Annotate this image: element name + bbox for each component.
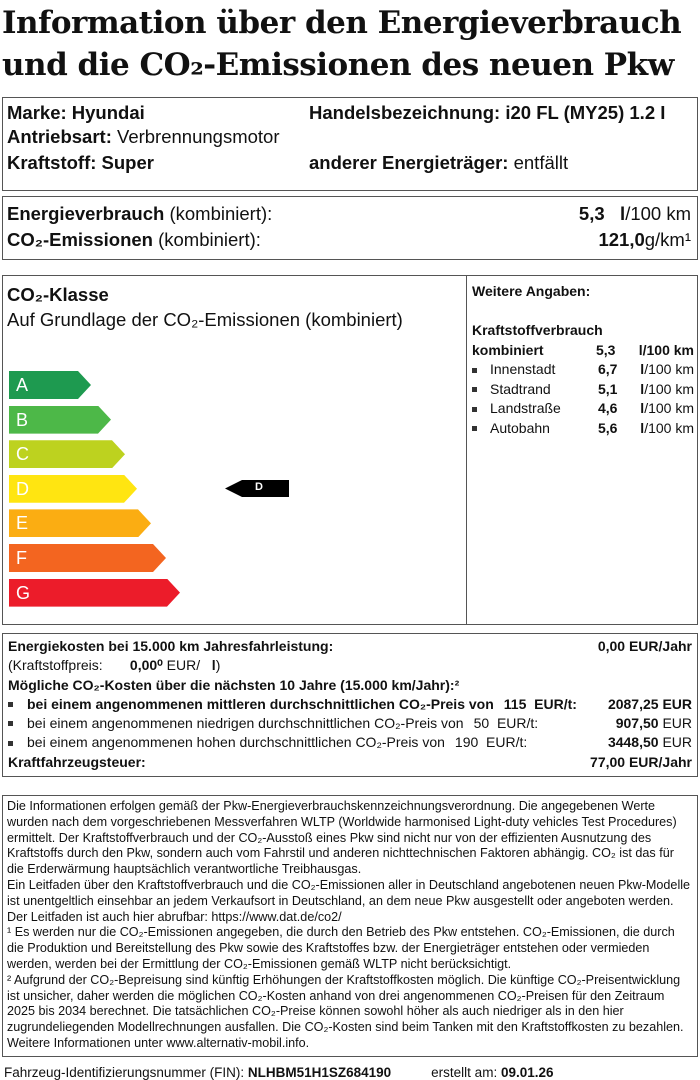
date-row: erstellt am: 09.01.26 xyxy=(431,1064,554,1080)
consumption-item: Autobahn 5,6 l/100 km xyxy=(472,419,694,439)
co2-cost-scenario: bei einem angenommenen niedrigen durchsc… xyxy=(8,714,692,733)
fin-row: Fahrzeug-Identifizierungsnummer (FIN): N… xyxy=(4,1064,392,1080)
bullet-icon xyxy=(472,387,477,393)
co2-value: 121,0 xyxy=(598,229,645,250)
consumption-item: Stadtrand 5,1 l/100 km xyxy=(472,380,694,400)
notes-and-footer: Die Informationen erfolgen gemäß der Pkw… xyxy=(2,795,698,1080)
bullet-icon xyxy=(472,406,477,412)
vehicle-tax: 77,00 EUR/Jahr xyxy=(590,753,692,770)
bullet-icon xyxy=(472,426,477,432)
consumption-item: Landstraße 4,6 l/100 km xyxy=(472,399,694,419)
energy-cost: 0,00 EUR/Jahr xyxy=(597,638,692,654)
co2-class-bar-a: A xyxy=(9,371,91,399)
brand: Hyundai xyxy=(71,102,145,123)
notes-box: Die Informationen erfolgen gemäß der Pkw… xyxy=(2,795,698,1057)
co2-cost-scenario: bei einem angenommenen hohen durchschnit… xyxy=(8,733,692,752)
page-title: Information über den Energieverbrauch un… xyxy=(2,5,682,83)
co2-class-box: CO₂-Klasse Auf Grundlage der CO₂-Emissio… xyxy=(2,275,698,625)
consumption-item: Innenstadt 6,7 l/100 km xyxy=(472,360,694,380)
created-date: 09.01.26 xyxy=(500,1064,554,1080)
co2-class-bar-f: F xyxy=(9,544,166,572)
co2-class-title: CO₂-Klasse xyxy=(7,284,109,305)
co2-class-bar-g: G xyxy=(9,578,180,607)
other-energy: entfällt xyxy=(513,152,569,173)
current-class-arrow: D xyxy=(225,480,289,497)
bullet-icon xyxy=(8,740,13,746)
consumption-box: Energieverbrauch (kombiniert): 5,3 l/100… xyxy=(2,196,698,260)
co2-cost-scenario: bei einem angenommenen mittleren durchsc… xyxy=(8,695,692,714)
weitere-angaben: Weitere Angaben: Kraftstoffverbrauch kom… xyxy=(472,282,694,438)
bullet-icon xyxy=(8,721,13,727)
footer: Fahrzeug-Identifizierungsnummer (FIN): N… xyxy=(2,1065,698,1080)
co2-class-bar-b: B xyxy=(9,405,111,434)
divider xyxy=(466,276,467,624)
costs-box: Energiekosten bei 15.000 km Jahresfahrle… xyxy=(2,633,698,777)
bullet-icon xyxy=(472,367,477,373)
drive-type: Verbrennungsmotor xyxy=(117,126,280,147)
co2-class-subtitle: Auf Grundlage der CO₂-Emissionen (kombin… xyxy=(7,309,403,330)
energy-value: 5,3 xyxy=(578,203,605,224)
co2-class-bar-e: E xyxy=(9,509,151,538)
model: i20 FL (MY25) 1.2 I xyxy=(505,102,666,123)
bullet-icon xyxy=(8,702,13,708)
co2-class-bar-c: C xyxy=(9,440,125,469)
vehicle-box: Marke: Hyundai Handelsbezeichnung: i20 F… xyxy=(2,97,698,191)
fin: NLHBM51H1SZ684190 xyxy=(247,1064,392,1080)
co2-class-bar-d: D xyxy=(9,474,137,503)
fuel: Super xyxy=(101,152,154,173)
